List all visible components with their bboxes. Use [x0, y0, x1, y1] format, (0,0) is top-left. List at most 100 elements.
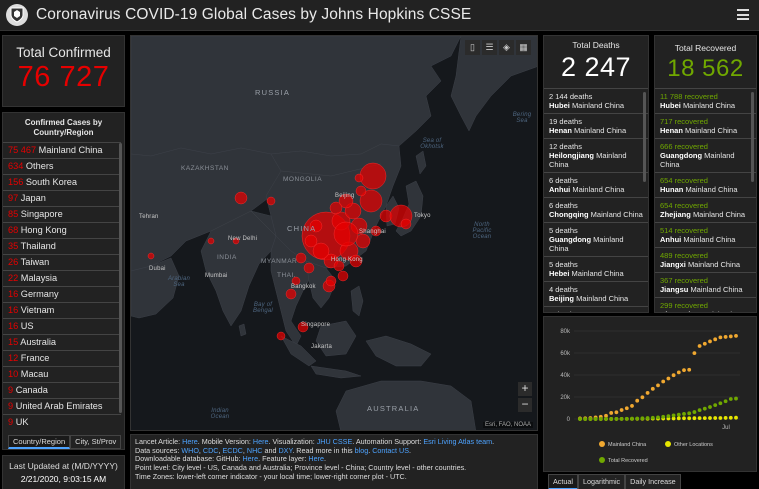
chart-point-total-recovered[interactable]: [604, 417, 608, 421]
chart-point-other-locations[interactable]: [676, 416, 681, 421]
recovered-row[interactable]: 11 788 recovered Hubei Mainland China: [655, 89, 756, 114]
deaths-row[interactable]: 5 deaths Hebei Mainland China: [544, 257, 648, 282]
recovered-row[interactable]: 489 recovered Jiangxi Mainland China: [655, 248, 756, 273]
tab-logarithmic[interactable]: Logarithmic: [577, 474, 626, 489]
recovered-row[interactable]: 514 recovered Anhui Mainland China: [655, 223, 756, 248]
case-bubble[interactable]: [354, 173, 364, 183]
deaths-row[interactable]: 6 deaths Anhui Mainland China: [544, 173, 648, 198]
chart-point-total-recovered[interactable]: [588, 417, 593, 421]
hamburger-menu-icon[interactable]: [737, 9, 749, 20]
tab-city-state[interactable]: City, St/Prov: [70, 435, 122, 449]
chart-point-mainland-china[interactable]: [614, 410, 619, 415]
case-bubble[interactable]: [400, 218, 412, 230]
chart-point-total-recovered[interactable]: [630, 416, 634, 421]
chart-point-mainland-china[interactable]: [666, 376, 671, 381]
chart-point-mainland-china[interactable]: [661, 379, 666, 384]
chart-point-total-recovered[interactable]: [708, 405, 712, 409]
chart-point-other-locations[interactable]: [713, 416, 718, 420]
country-row[interactable]: 156 South Korea: [3, 174, 121, 190]
jhu-csse-link[interactable]: JHU CSSE: [316, 437, 353, 446]
country-row[interactable]: 68 Hong Kong: [3, 222, 121, 238]
chart-point-other-locations[interactable]: [723, 416, 728, 420]
recovered-row[interactable]: 666 recovered Guangdong Mainland China: [655, 139, 756, 173]
country-row[interactable]: 12 France: [3, 350, 121, 366]
case-bubble[interactable]: [304, 234, 318, 248]
chart-point-total-recovered[interactable]: [619, 416, 624, 421]
chart-point-total-recovered[interactable]: [676, 412, 681, 417]
case-bubble[interactable]: [338, 193, 354, 209]
github-link[interactable]: Here: [242, 454, 259, 464]
chart-point-total-recovered[interactable]: [593, 417, 598, 421]
bookmark-icon[interactable]: ▯: [465, 40, 480, 55]
case-bubble[interactable]: [147, 252, 155, 260]
case-bubble[interactable]: [266, 196, 276, 206]
case-bubble[interactable]: [276, 331, 286, 341]
chart-point-mainland-china[interactable]: [718, 335, 723, 340]
chart-point-mainland-china[interactable]: [723, 335, 728, 339]
chart-point-mainland-china[interactable]: [635, 398, 640, 403]
chart-point-total-recovered[interactable]: [624, 416, 629, 421]
country-row[interactable]: 85 Singapore: [3, 206, 121, 222]
chart-point-total-recovered[interactable]: [578, 417, 582, 421]
chart-point-mainland-china[interactable]: [676, 370, 681, 375]
chart-point-mainland-china[interactable]: [640, 395, 645, 400]
chart-point-mainland-china[interactable]: [734, 333, 738, 338]
chart-point-other-locations[interactable]: [718, 416, 723, 420]
case-bubble[interactable]: [370, 225, 382, 237]
deaths-row[interactable]: 5 deaths Guangdong Mainland China: [544, 223, 648, 257]
chart-point-total-recovered[interactable]: [723, 399, 728, 404]
chart-point-mainland-china[interactable]: [697, 344, 702, 348]
feature-layer-link[interactable]: Here: [308, 454, 325, 464]
chart-point-other-locations[interactable]: [671, 416, 676, 421]
case-bubble[interactable]: [312, 242, 330, 260]
chart-point-mainland-china[interactable]: [604, 413, 608, 418]
chart-point-total-recovered[interactable]: [661, 414, 666, 419]
chart-point-total-recovered[interactable]: [635, 416, 640, 421]
chart-point-total-recovered[interactable]: [718, 401, 723, 406]
case-bubble[interactable]: [325, 275, 337, 287]
chart-point-other-locations[interactable]: [697, 416, 702, 421]
who-link[interactable]: WHO: [181, 445, 199, 455]
map-canvas[interactable]: [131, 36, 538, 431]
map-attribution[interactable]: Esri, FAO, NOAA: [482, 422, 533, 428]
chart-point-total-recovered[interactable]: [598, 417, 603, 421]
case-bubble[interactable]: [355, 233, 371, 249]
country-row[interactable]: 16 Germany: [3, 286, 121, 302]
country-row[interactable]: 16 Vietnam: [3, 302, 121, 318]
chart-point-total-recovered[interactable]: [687, 411, 692, 416]
chart-point-other-locations[interactable]: [682, 416, 686, 421]
world-map[interactable]: RUSSIA KAZAKHSTAN MONGOLIA CHINA INDIA M…: [130, 35, 538, 431]
chart-point-mainland-china[interactable]: [702, 341, 707, 346]
country-row[interactable]: 10 Macau: [3, 366, 121, 382]
country-row[interactable]: 22 Malaysia: [3, 270, 121, 286]
chart-point-total-recovered[interactable]: [692, 410, 697, 414]
recovered-row[interactable]: 717 recovered Henan Mainland China: [655, 114, 756, 139]
deaths-list[interactable]: 2 144 deaths Hubei Mainland China 19 death…: [544, 88, 648, 312]
chart-point-mainland-china[interactable]: [728, 334, 733, 339]
legend-list-icon[interactable]: ☰: [482, 40, 497, 55]
country-row[interactable]: 9 United Arab Emirates: [3, 398, 121, 414]
country-list[interactable]: 75 467 Mainland China 634 Others 156 South…: [3, 142, 121, 430]
chart-point-mainland-china[interactable]: [609, 411, 614, 415]
country-list-scrollbar[interactable]: [119, 143, 122, 413]
recovered-list[interactable]: 11 788 recovered Hubei Mainland China 717 …: [655, 88, 756, 312]
chart-point-total-recovered[interactable]: [713, 403, 718, 408]
country-row[interactable]: 9 UK: [3, 414, 121, 430]
recovered-row[interactable]: 367 recovered Jiangsu Mainland China: [655, 273, 756, 298]
chart-point-other-locations[interactable]: [702, 416, 707, 420]
recovered-row[interactable]: 654 recovered Zhejiang Mainland China: [655, 198, 756, 223]
cdc-link[interactable]: CDC: [202, 445, 219, 455]
tab-daily-increase[interactable]: Daily Increase: [625, 474, 681, 489]
case-bubble[interactable]: [207, 237, 215, 245]
chart-point-other-locations[interactable]: [687, 416, 692, 421]
chart-point-total-recovered[interactable]: [609, 416, 614, 421]
deaths-row[interactable]: 4 deathsHainan Mainland China: [544, 307, 648, 312]
case-bubble[interactable]: [359, 162, 387, 190]
country-row[interactable]: 35 Thailand: [3, 238, 121, 254]
tab-country-region[interactable]: Country/Region: [8, 435, 71, 449]
case-bubble[interactable]: [349, 254, 363, 268]
chart-point-total-recovered[interactable]: [728, 397, 733, 401]
zoom-out-button[interactable]: −: [518, 398, 532, 412]
recovered-row[interactable]: 299 recoveredChongqing Mainland China: [655, 298, 756, 312]
layers-icon[interactable]: ◈: [499, 40, 514, 55]
